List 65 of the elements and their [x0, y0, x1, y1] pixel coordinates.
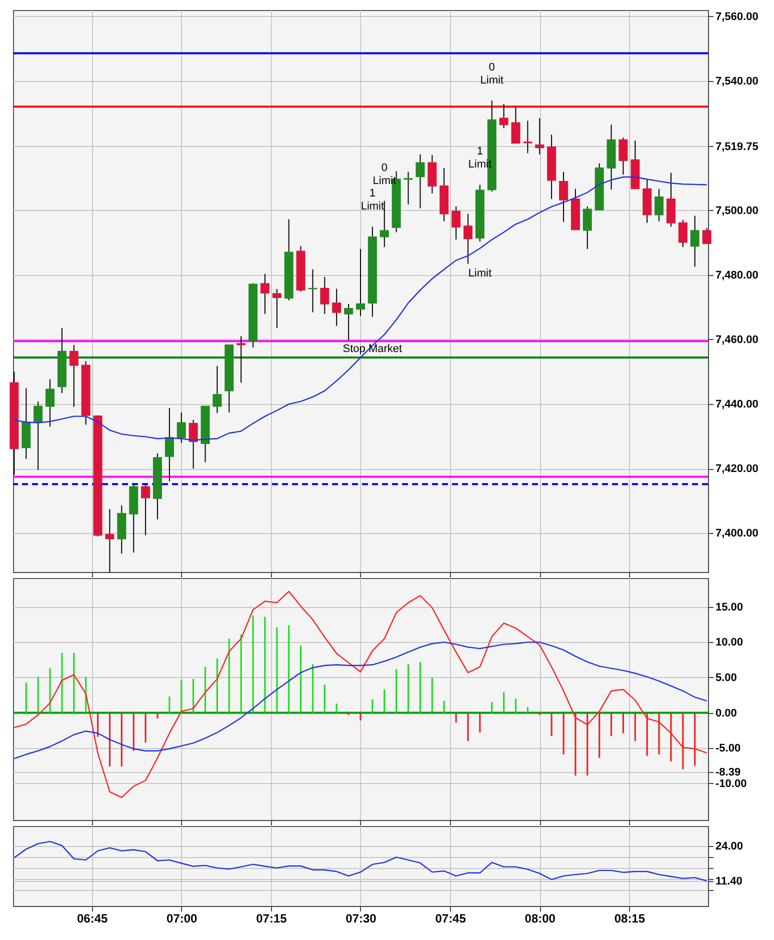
y-tick-label: 15.00 — [716, 601, 744, 614]
annotation: 1 Limit — [360, 188, 384, 213]
candlestick — [176, 412, 186, 444]
y-tick-label: 7,500.00 — [716, 204, 758, 217]
x-tick-label: 07:00 — [166, 912, 198, 926]
y-tick-label: 7,460.00 — [716, 334, 758, 346]
candlestick — [404, 171, 413, 205]
line-series — [14, 840, 708, 882]
y-tick-label: 7,540.00 — [716, 76, 758, 88]
candlestick — [236, 336, 246, 384]
candlestick — [511, 106, 520, 144]
candlestick — [416, 154, 425, 209]
candlestick — [535, 118, 544, 155]
candlestick — [34, 400, 43, 470]
y-tick-label: 7,480.00 — [716, 269, 758, 282]
y-tick-label: 0.00 — [716, 707, 737, 720]
x-tick-label: 07:45 — [435, 912, 466, 926]
x-tick-label: 07:30 — [346, 912, 377, 926]
annotation: 0 Limit — [480, 61, 504, 86]
candlestick — [272, 288, 282, 329]
candlestick — [141, 482, 150, 536]
annotation: Limit — [468, 268, 492, 280]
candlestick — [356, 248, 365, 316]
annotation: Stop Market — [342, 342, 402, 355]
line-series — [14, 590, 708, 798]
y-tick-label: 7,519.75 — [716, 140, 758, 153]
candlestick — [666, 172, 676, 228]
candlestick — [46, 378, 55, 428]
candlestick — [499, 103, 508, 129]
candlestick — [618, 137, 628, 176]
y-tick-label: 7,560.00 — [716, 10, 758, 23]
y-tick-label: -8.39 — [716, 766, 741, 778]
candlestick — [463, 213, 472, 264]
y-tick-label: -5.00 — [716, 742, 741, 755]
candlestick — [188, 419, 198, 470]
candlestick — [559, 171, 568, 222]
y-tick-label: 11.40 — [716, 875, 742, 888]
y-tick-label: 7,420.00 — [716, 463, 758, 476]
candlestick — [212, 365, 222, 414]
y-tick-label: 5.00 — [716, 672, 737, 684]
y-tick-label: 7,440.00 — [716, 398, 758, 411]
x-tick-label: 06:45 — [76, 912, 108, 926]
candlestick — [582, 206, 592, 250]
line-series — [14, 642, 708, 760]
candlestick — [105, 508, 114, 573]
candlestick — [702, 228, 712, 244]
x-tick-label: 07:15 — [256, 912, 288, 926]
y-tick-label: -10.00 — [716, 778, 747, 790]
candlestick — [690, 215, 700, 268]
candlestick — [164, 407, 174, 482]
candlestick — [452, 206, 461, 240]
candlestick — [428, 154, 437, 194]
candlestick — [654, 188, 664, 222]
candlestick — [320, 276, 330, 314]
candlestick — [69, 344, 78, 408]
candlestick — [523, 120, 532, 154]
candlestick — [344, 303, 354, 341]
x-tick-label: 08:15 — [614, 912, 646, 926]
candlestick — [332, 288, 342, 326]
y-tick-label: 10.00 — [716, 636, 744, 649]
candlestick — [260, 273, 270, 314]
y-tick-label: 7,400.00 — [716, 528, 758, 540]
x-tick-label: 08:00 — [524, 912, 556, 926]
candlestick — [678, 219, 688, 248]
y-tick-label: 24.00 — [716, 840, 744, 853]
